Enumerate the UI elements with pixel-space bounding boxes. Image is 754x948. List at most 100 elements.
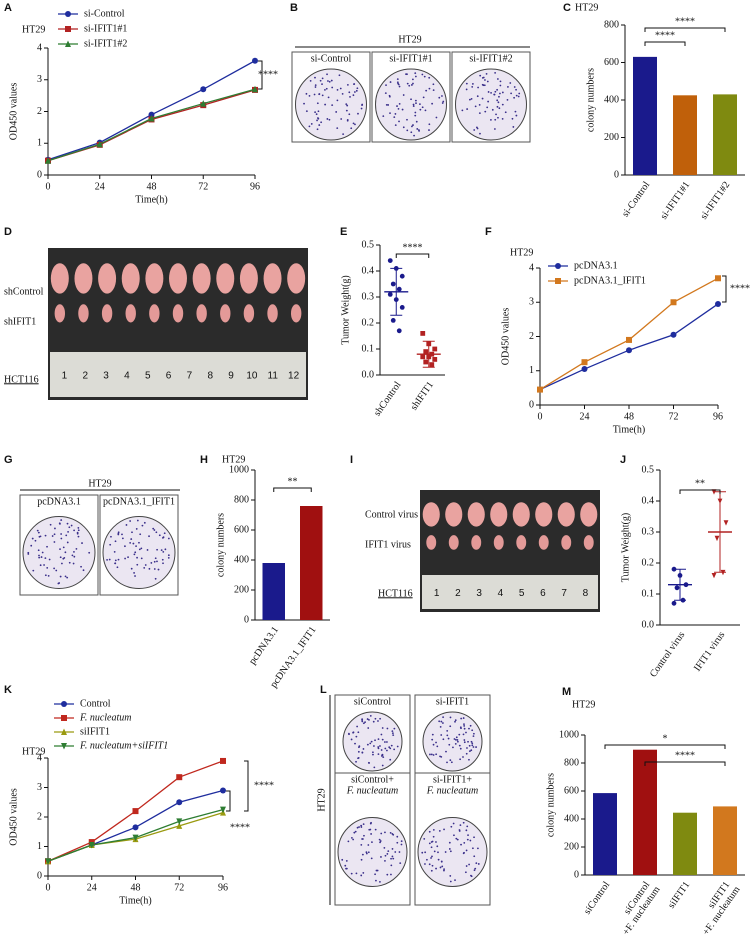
colony <box>368 718 370 721</box>
tumor <box>535 502 553 527</box>
tumor <box>172 304 184 323</box>
colony <box>391 730 394 733</box>
colony <box>377 747 380 750</box>
colony <box>352 94 355 97</box>
ruler-number: 11 <box>268 371 279 382</box>
colony <box>121 533 123 536</box>
marker <box>132 824 139 831</box>
colony <box>338 74 341 77</box>
colony <box>447 737 450 740</box>
colony <box>436 845 439 848</box>
colony <box>425 89 428 92</box>
x-tick-label: 0 <box>538 411 543 422</box>
colony <box>410 98 412 101</box>
colony <box>356 87 359 90</box>
colony <box>432 828 435 831</box>
colony <box>448 743 451 746</box>
colony <box>394 851 397 853</box>
colony <box>384 854 387 857</box>
ruler-number: 7 <box>561 588 567 599</box>
colony <box>114 540 117 543</box>
x-tick-label: 96 <box>218 882 228 893</box>
plate-label: F. nucleatum <box>426 785 478 796</box>
colony <box>490 91 492 94</box>
colony <box>362 823 365 825</box>
colony <box>431 733 434 736</box>
colony <box>317 117 320 120</box>
colony <box>340 118 343 120</box>
colony <box>408 84 411 87</box>
colony <box>452 822 455 825</box>
colony <box>135 545 137 547</box>
tumor <box>471 535 482 550</box>
colony <box>466 747 468 749</box>
colony <box>355 89 358 92</box>
colony <box>346 118 349 121</box>
colony <box>82 569 85 572</box>
plate-label: F. nucleatum <box>346 785 398 796</box>
colony <box>328 118 331 121</box>
colony <box>477 863 480 865</box>
x-tick-label: 96 <box>713 411 723 422</box>
y-tick-label: 600 <box>604 57 619 68</box>
colony <box>392 857 395 860</box>
colony <box>356 826 359 829</box>
image-title: HT29 <box>88 478 111 489</box>
significance-bracket <box>644 27 726 32</box>
bar <box>713 94 737 175</box>
colony <box>360 874 363 877</box>
colony <box>108 558 111 561</box>
colony <box>399 862 402 865</box>
colony <box>443 828 445 831</box>
colony <box>470 749 473 752</box>
colony <box>113 550 116 553</box>
colony <box>449 725 452 728</box>
colony <box>121 537 124 540</box>
colony <box>478 112 481 115</box>
significance-bracket <box>604 744 726 749</box>
x-tick-label: pcDNA3.1 <box>247 625 281 667</box>
colony <box>38 535 41 538</box>
colony <box>393 748 396 751</box>
ruler-number: 7 <box>187 371 193 382</box>
colony <box>138 541 140 544</box>
ruler-number: 12 <box>288 371 300 382</box>
colony <box>393 116 396 119</box>
colony <box>64 551 67 554</box>
colony <box>124 545 126 548</box>
colony <box>458 744 461 747</box>
significance-bracket <box>644 41 686 46</box>
marker <box>252 85 258 93</box>
panel-letter: A <box>4 2 12 14</box>
colony <box>387 850 390 853</box>
y-tick-label: 4 <box>37 752 42 763</box>
colony <box>433 850 436 853</box>
colony <box>510 92 513 95</box>
colony <box>348 733 350 736</box>
colony <box>501 117 504 120</box>
tumor <box>538 535 549 550</box>
colony <box>428 87 431 90</box>
colony <box>396 745 399 748</box>
colony <box>64 575 67 578</box>
colony <box>416 128 419 130</box>
y-axis-label: OD450 values <box>8 788 19 846</box>
y-axis-label: Tumor Weight(g) <box>620 513 631 582</box>
tumor <box>467 502 485 527</box>
x-axis-label: Time(h) <box>613 424 645 435</box>
colony <box>406 82 409 85</box>
tumor <box>422 502 440 527</box>
colony <box>435 116 438 119</box>
x-tick-label: 48 <box>624 411 634 422</box>
colony <box>413 134 415 137</box>
panel-letter: L <box>320 684 327 696</box>
colony <box>454 720 456 723</box>
colony <box>398 851 401 853</box>
marker <box>423 349 429 354</box>
colony <box>475 862 478 865</box>
significance-bracket <box>273 487 312 492</box>
colony <box>54 527 56 530</box>
y-tick-label: 3 <box>37 782 42 793</box>
colony <box>327 96 330 99</box>
colony <box>38 554 40 557</box>
